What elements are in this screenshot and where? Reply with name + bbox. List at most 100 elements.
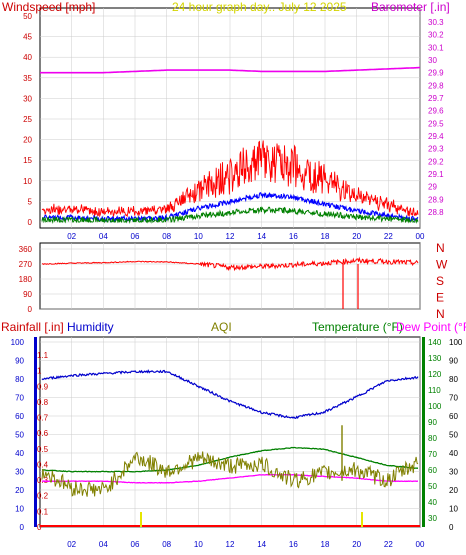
top-x-tick: 02	[67, 232, 76, 241]
aqi-tick: 60	[449, 412, 458, 421]
top-x-tick: 22	[384, 232, 393, 241]
bottom-x-tick: 02	[67, 540, 76, 549]
top-right-tick: 29.9	[428, 69, 444, 78]
bottom-x-tick: 06	[131, 540, 140, 549]
top-left-tick: 5	[28, 197, 33, 206]
aqi-tick: 100	[449, 338, 463, 347]
rain-tick: 0.6	[37, 429, 49, 438]
humidity-tick: 0	[20, 523, 25, 532]
top-left-tick: 10	[23, 177, 32, 186]
temp-tick: 40	[428, 498, 437, 507]
dew-label: Dew Point (°F)	[396, 320, 466, 334]
top-left-tick: 20	[23, 136, 32, 145]
top-right-tick: 30	[428, 56, 437, 65]
top-right-tick: 30.3	[428, 18, 444, 27]
temp-tick: 80	[428, 434, 437, 443]
humidity-tick: 50	[15, 431, 24, 440]
aqi-line	[41, 451, 419, 497]
temp-axis-bar	[422, 337, 425, 527]
top-right-tick: 29	[428, 183, 437, 192]
rain-tick: 0	[37, 523, 42, 532]
rain-tick: 0.9	[37, 382, 49, 391]
temperature-line	[41, 446, 418, 473]
top-x-tick: 08	[162, 232, 171, 241]
humidity-tick: 30	[15, 468, 24, 477]
humidity-axis-bar	[34, 337, 37, 527]
top-right-tick: 28.8	[428, 208, 444, 217]
rain-tick: 0.1	[37, 507, 49, 516]
aqi-tick: 50	[449, 431, 458, 440]
top-x-tick: 06	[131, 232, 140, 241]
temp-tick: 110	[428, 386, 441, 395]
top-left-tick: 25	[23, 115, 32, 124]
temp-label: Temperature (°F)	[312, 320, 403, 334]
temp-tick: 130	[428, 354, 442, 363]
top-right-tick: 29.3	[428, 145, 444, 154]
top-x-tick: 00	[416, 232, 425, 241]
temp-tick: 70	[428, 450, 437, 459]
temp-tick: 50	[428, 482, 437, 491]
bottom-x-tick: 18	[321, 540, 330, 549]
top-x-tick: 16	[289, 232, 298, 241]
top-right-tick: 28.9	[428, 195, 444, 204]
rain-tick: 0.8	[37, 398, 49, 407]
temp-tick: 120	[428, 370, 442, 379]
aqi-tick: 30	[449, 468, 458, 477]
aqi-tick: 70	[449, 394, 458, 403]
barometer-line	[40, 66, 420, 74]
aqi-label: AQI	[211, 320, 232, 334]
humidity-tick: 90	[15, 357, 24, 366]
dir-left-tick: 0	[28, 305, 33, 314]
top-x-tick: 10	[194, 232, 203, 241]
rain-tick: 0.7	[37, 414, 49, 423]
temp-tick: 100	[428, 402, 442, 411]
bottom-x-tick: 10	[194, 540, 203, 549]
top-left-tick: 15	[23, 156, 32, 165]
rain-tick: 1	[37, 367, 42, 376]
humidity-tick: 60	[15, 412, 24, 421]
humidity-tick: 10	[15, 505, 24, 514]
bottom-x-tick: 14	[257, 540, 266, 549]
dir-left-tick: 90	[23, 290, 32, 299]
temp-tick: 60	[428, 466, 437, 475]
aqi-tick: 90	[449, 357, 458, 366]
wind-gust-line	[41, 140, 419, 218]
top-left-tick: 45	[23, 33, 32, 42]
wind-average-line	[41, 192, 419, 223]
aqi-tick: 0	[449, 523, 454, 532]
temp-tick: 140	[428, 338, 442, 347]
top-left-tick: 35	[23, 74, 32, 83]
top-right-tick: 30.1	[428, 43, 444, 52]
rain-tick: 0.5	[37, 445, 49, 454]
top-left-tick: 30	[23, 94, 32, 103]
dir-right-tick: E	[436, 291, 444, 305]
rain-tick: 0.3	[37, 476, 49, 485]
rain-tick: 0.4	[37, 460, 49, 469]
chart-title: 24 hour graph day.. July 12 2025	[172, 0, 347, 14]
humidity-tick: 100	[11, 338, 25, 347]
dew-point-line	[41, 473, 418, 484]
top-right-tick: 29.6	[428, 107, 444, 116]
top-left-tick: 50	[23, 12, 32, 21]
top-x-tick: 18	[321, 232, 330, 241]
aqi-tick: 40	[449, 449, 458, 458]
top-left-label: Windspeed [mph]	[2, 0, 95, 14]
top-right-tick: 30.2	[428, 31, 444, 40]
dir-right-tick: N	[436, 307, 445, 321]
humidity-tick: 20	[15, 486, 24, 495]
wind-direction-line	[41, 256, 419, 272]
humidity-tick: 40	[15, 449, 24, 458]
rain-label: Rainfall [.in]	[1, 320, 64, 334]
dir-left-tick: 360	[19, 245, 33, 254]
top-x-tick: 14	[257, 232, 266, 241]
humidity-line	[41, 369, 419, 419]
aqi-tick: 20	[449, 486, 458, 495]
dir-right-tick: W	[436, 258, 448, 272]
dir-right-tick: N	[436, 241, 445, 255]
top-x-tick: 12	[226, 232, 235, 241]
wind-low-line	[41, 206, 419, 224]
top-left-tick: 0	[28, 218, 33, 227]
humidity-tick: 80	[15, 375, 24, 384]
temp-tick: 30	[428, 514, 437, 523]
